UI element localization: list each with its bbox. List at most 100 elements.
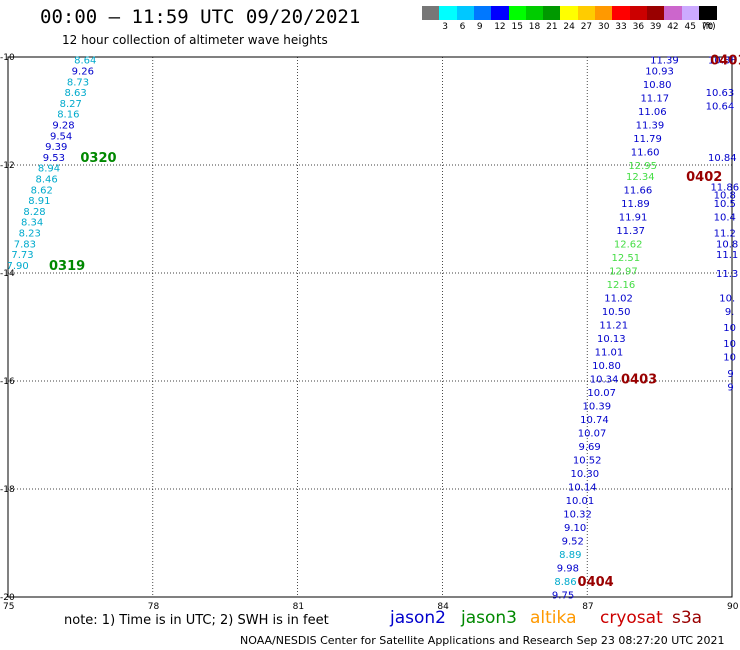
wave-height-point: 8.46 [35, 175, 57, 186]
wave-height-point: 8.63 [64, 88, 86, 99]
color-scale-label: 24 [563, 22, 575, 32]
color-scale-label: 45 [684, 22, 696, 32]
wave-height-point: 12.95 [628, 161, 657, 172]
wave-height-point: 9. [725, 307, 735, 318]
wave-height-point: 9.39 [45, 142, 67, 153]
wave-height-point: 11.21 [599, 320, 628, 331]
wave-height-point: 10. [719, 293, 735, 304]
wave-height-point: 7.83 [14, 239, 36, 250]
pass-time-annotation: 0404 [578, 575, 614, 590]
color-scale-swatch [456, 6, 475, 20]
wave-height-point: 10.64 [706, 102, 735, 113]
footer-credit: NOAA/NESDIS Center for Satellite Applica… [240, 634, 725, 647]
wave-height-point: 9.75 [552, 590, 574, 601]
wave-height-point: 9.26 [72, 67, 94, 78]
wave-height-point: 10 [723, 339, 736, 350]
data-layer: 8.649.268.738.638.278.169.289.549.399.53… [7, 54, 740, 602]
wave-height-point: 10.63 [706, 88, 735, 99]
color-scale-label: 27 [580, 22, 593, 32]
wave-height-point: 10.88 [708, 56, 737, 67]
wave-height-point: 10.80 [592, 361, 621, 372]
y-tick-label: -16 [0, 377, 15, 387]
wave-height-point: 10.84 [708, 153, 737, 164]
color-scale-swatch [577, 6, 596, 20]
x-tick-label: 78 [148, 602, 160, 612]
wave-height-point: 10.14 [568, 482, 597, 493]
color-scale-unit: (ft) [702, 22, 716, 32]
plot-frame [7, 56, 733, 598]
wave-height-point: 11.3 [716, 269, 738, 280]
pass-time-annotation: 0401 [710, 54, 740, 69]
wave-height-point: 10 [723, 323, 736, 334]
color-scale-label: 6 [459, 22, 466, 32]
wave-height-point: 11.37 [616, 226, 645, 237]
wave-height-point: 11.60 [631, 148, 660, 159]
satellite-legend-cryosat: cryosat [600, 608, 663, 628]
wave-height-point: 8.27 [60, 99, 82, 110]
wave-height-point: 8.89 [559, 550, 581, 561]
wave-height-point: 8.16 [57, 110, 79, 121]
wave-height-point: 9.54 [50, 131, 72, 142]
page-title: 00:00 – 11:59 UTC 09/20/2021 [40, 6, 361, 28]
color-scale-label: 15 [511, 22, 523, 32]
color-scale-label: 39 [649, 22, 662, 32]
wave-height-point: 10.50 [602, 307, 631, 318]
wave-height-point: 10.34 [590, 374, 619, 385]
color-scale-label: 33 [615, 22, 627, 32]
wave-height-point: 9.10 [564, 523, 586, 534]
color-scale-swatch [560, 6, 579, 20]
wave-height-point: 10.39 [583, 401, 612, 412]
wave-height-point: 9.52 [562, 536, 584, 547]
color-scale-swatch [543, 6, 561, 20]
wave-height-point: 10.13 [597, 334, 626, 345]
wave-height-point: 10.4 [714, 212, 736, 223]
wave-height-point: 7.90 [7, 261, 29, 272]
wave-height-point: 8.94 [38, 164, 60, 175]
wave-height-point: 12.16 [607, 280, 636, 291]
color-scale-swatch [595, 6, 613, 20]
wave-height-point: 12.34 [626, 172, 655, 183]
wave-height-point: 10.8 [714, 191, 736, 202]
satellite-legend-altika: altika [530, 608, 577, 628]
wave-height-point: 9.53 [43, 153, 65, 164]
wave-height-point: 11.79 [633, 134, 662, 145]
color-scale-swatch [664, 6, 682, 20]
color-scale-swatch [508, 6, 527, 20]
color-scale-label: 3 [442, 22, 449, 32]
wave-height-point: 12.62 [614, 239, 643, 250]
wave-height-point: 10.93 [645, 67, 674, 78]
wave-height-point: 8.62 [31, 185, 53, 196]
wave-height-point: 9 [727, 382, 733, 393]
x-tick-label: 90 [727, 602, 739, 612]
wave-height-point: 10.80 [643, 80, 672, 91]
color-scale-label: 21 [546, 22, 558, 32]
color-scale-label: 70 [701, 22, 714, 32]
wave-height-point: 8.28 [23, 207, 45, 218]
wave-height-point: 11.2 [714, 229, 736, 240]
x-tick-label: 75 [3, 602, 14, 612]
wave-height-point: 7.73 [11, 250, 33, 261]
satellite-legend-s3a: s3a [672, 608, 703, 628]
wave-height-point: 9.28 [52, 121, 74, 132]
color-scale-swatch [422, 6, 440, 20]
wave-height-point: 8.91 [28, 196, 50, 207]
wave-height-point: 9.98 [557, 563, 579, 574]
wave-height-point: 10.5 [714, 199, 736, 210]
wave-height-point: 11.89 [621, 199, 650, 210]
wave-height-point: 11.1 [716, 250, 738, 261]
wave-height-point: 8.86 [554, 577, 576, 588]
wave-height-point: 10.01 [566, 496, 595, 507]
color-scale-label: 42 [667, 22, 679, 32]
wave-height-point: 11.01 [595, 347, 624, 358]
satellite-legend-jason3: jason3 [461, 608, 517, 628]
wave-height-point: 11.02 [604, 293, 633, 304]
color-scale-swatch [681, 6, 700, 20]
color-scale-swatch [525, 6, 544, 20]
pass-time-annotation: 0319 [49, 259, 85, 274]
wave-height-point: 10.07 [587, 388, 616, 399]
color-scale-swatch [629, 6, 648, 20]
color-scale-swatch [698, 6, 717, 20]
wave-height-point: 11.91 [619, 212, 648, 223]
wave-height-point: 10.74 [580, 415, 609, 426]
